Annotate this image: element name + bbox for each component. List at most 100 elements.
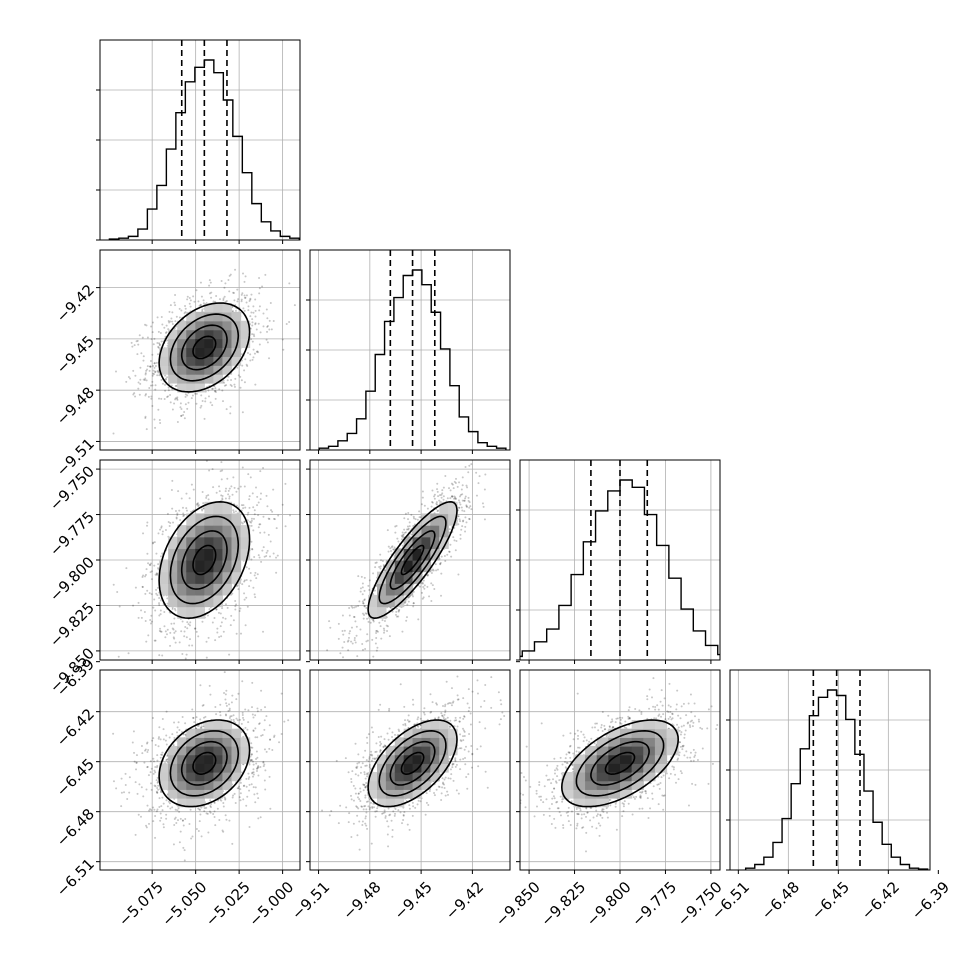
- scatter-point: [141, 585, 144, 588]
- scatter-point: [214, 391, 217, 394]
- scatter-point: [198, 304, 201, 307]
- scatter-point: [446, 497, 449, 500]
- scatter-point: [240, 353, 243, 356]
- scatter-point: [255, 577, 258, 580]
- density-block: [195, 536, 205, 549]
- scatter-point: [208, 279, 211, 282]
- scatter-point: [178, 307, 181, 310]
- scatter-point: [135, 340, 138, 343]
- scatter-point: [459, 493, 462, 496]
- scatter-point: [162, 802, 165, 805]
- scatter-point: [156, 572, 159, 575]
- scatter-point: [259, 523, 262, 526]
- scatter-point: [269, 807, 272, 810]
- scatter-point: [454, 482, 457, 485]
- scatter-point: [451, 495, 454, 498]
- scatter-point: [190, 483, 193, 486]
- scatter-point: [138, 334, 141, 337]
- scatter-point: [458, 506, 461, 509]
- scatter-point: [192, 488, 195, 491]
- scatter-point: [284, 525, 287, 528]
- scatter-point: [201, 310, 204, 313]
- scatter-point: [475, 494, 478, 497]
- scatter-point: [153, 564, 156, 567]
- scatter-point: [201, 308, 204, 311]
- scatter-point: [430, 569, 433, 572]
- scatter-point: [418, 516, 421, 519]
- scatter-point: [442, 495, 445, 498]
- scatter-point: [120, 777, 123, 780]
- scatter-point: [218, 490, 221, 493]
- scatter-point: [467, 499, 470, 502]
- scatter-point: [235, 603, 238, 606]
- density-block: [168, 329, 178, 340]
- scatter-point: [368, 589, 371, 592]
- scatter-point: [225, 714, 228, 717]
- scatter-point: [261, 549, 264, 552]
- scatter-point: [205, 496, 208, 499]
- scatter-point: [339, 678, 341, 680]
- scatter-point: [229, 405, 232, 408]
- density-block: [403, 548, 414, 561]
- scatter-point: [159, 627, 162, 630]
- scatter-point: [265, 715, 268, 718]
- scatter-point: [172, 521, 175, 524]
- scatter-point: [149, 571, 152, 574]
- scatter-point: [150, 562, 153, 565]
- scatter-point: [215, 295, 218, 298]
- scatter-point: [151, 542, 154, 545]
- scatter-point: [147, 634, 150, 637]
- scatter-point: [166, 628, 169, 631]
- scatter-point: [387, 545, 390, 548]
- density-block: [213, 548, 224, 561]
- scatter-point: [252, 771, 255, 774]
- density-block: [240, 329, 251, 340]
- scatter-point: [120, 805, 123, 808]
- scatter-point: [166, 597, 169, 600]
- scatter-point: [410, 513, 413, 516]
- scatter-point: [151, 321, 154, 324]
- scatter-point: [221, 494, 224, 497]
- scatter-point: [269, 555, 272, 558]
- scatter-point: [154, 639, 157, 642]
- scatter-point: [458, 495, 461, 498]
- scatter-point: [464, 495, 467, 498]
- scatter-point: [180, 630, 183, 633]
- scatter-point: [185, 636, 188, 639]
- scatter-point: [414, 518, 417, 521]
- scatter-point: [117, 655, 120, 658]
- scatter-point: [243, 598, 246, 601]
- scatter-point: [174, 609, 177, 612]
- scatter-point: [253, 574, 256, 577]
- scatter-point: [251, 548, 254, 551]
- scatter-point: [157, 330, 160, 333]
- density-block: [377, 594, 387, 608]
- scatter-point: [466, 505, 469, 508]
- scatter-point: [183, 514, 186, 517]
- scatter-point: [173, 818, 176, 821]
- scatter-point: [174, 293, 177, 296]
- scatter-point: [259, 331, 262, 334]
- scatter-point: [161, 552, 164, 555]
- scatter-point: [144, 394, 147, 397]
- scatter-point: [256, 495, 259, 498]
- scatter-point: [408, 535, 411, 538]
- scatter-point: [343, 629, 346, 632]
- density-block: [195, 571, 205, 584]
- scatter-point: [363, 605, 366, 608]
- scatter-point: [402, 534, 405, 537]
- scatter-point: [339, 652, 342, 655]
- scatter-point: [338, 665, 340, 667]
- scatter-point: [184, 625, 187, 628]
- density-block: [394, 583, 405, 596]
- scatter-point: [223, 381, 226, 384]
- scatter-point: [230, 385, 233, 388]
- scatter-point: [240, 379, 243, 382]
- scatter-point: [418, 523, 421, 526]
- scatter-point: [363, 576, 366, 579]
- scatter-point: [402, 533, 405, 536]
- density-block: [231, 536, 242, 549]
- scatter-point: [118, 605, 121, 608]
- scatter-point: [196, 502, 199, 505]
- scatter-point: [176, 398, 179, 401]
